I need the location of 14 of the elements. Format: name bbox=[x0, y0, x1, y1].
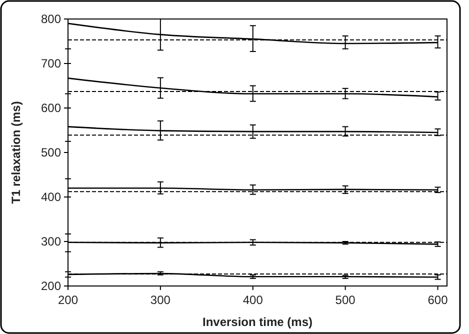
x-tick-label: 200 bbox=[58, 293, 78, 307]
x-tick-label: 400 bbox=[242, 293, 264, 307]
y-tick-label: 300 bbox=[40, 234, 62, 248]
y-tick-label: 800 bbox=[40, 12, 62, 26]
x-axis-title: Inversion time (ms) bbox=[202, 315, 313, 329]
y-tick-label: 600 bbox=[40, 101, 62, 115]
x-tick-label: 300 bbox=[150, 293, 171, 307]
y-tick-label: 500 bbox=[40, 146, 62, 160]
y-tick-label: 200 bbox=[40, 279, 62, 293]
x-tick-label: 500 bbox=[335, 293, 356, 307]
y-axis-title: T1 relaxation (ms) bbox=[9, 101, 23, 204]
y-tick-label: 400 bbox=[40, 190, 62, 204]
x-tick-label: 600 bbox=[428, 293, 448, 307]
y-tick-label: 700 bbox=[40, 56, 62, 70]
